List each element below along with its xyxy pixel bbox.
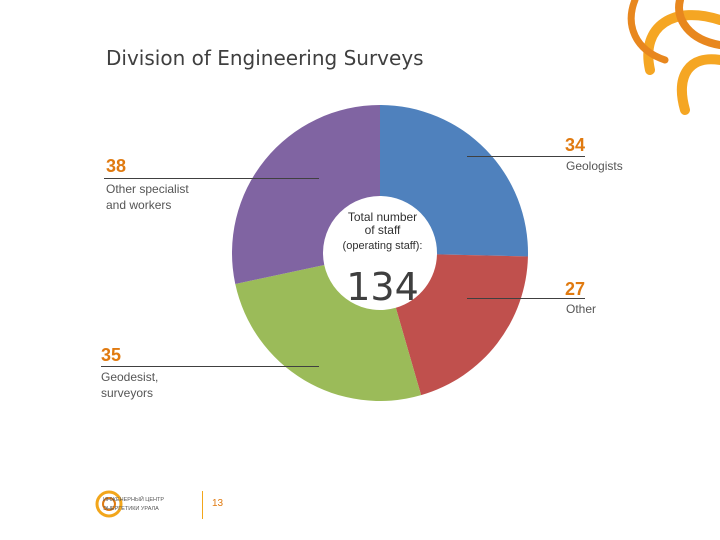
logo-text-line1: ИНЖЕНЕРНЫЙ ЦЕНТР [103, 495, 164, 503]
center-label-line2: of staff [364, 223, 401, 237]
other-label: Other [566, 302, 597, 316]
slide-title: Division of Engineering Surveys [106, 46, 424, 70]
donut-slice-other-specialist-and-workers [232, 105, 380, 284]
center-total-label: Total number of staff (operating staff): [325, 211, 440, 253]
geodesist-leader-line [101, 366, 319, 367]
company-logo: ИНЖЕНЕРНЫЙ ЦЕНТР ЭНЕРГЕТИКИ УРАЛА [95, 490, 164, 518]
brand-swirl-decoration [627, 0, 720, 115]
other-value: 27 [565, 279, 586, 299]
geodesist-label-line1: Geodesist, [101, 370, 159, 384]
geologists-leader-line [467, 156, 585, 157]
donut-slice-geologists [380, 105, 528, 257]
center-label-line3: (operating staff): [342, 240, 423, 252]
center-total-value: 134 [346, 265, 419, 309]
specialist-leader-line [104, 178, 319, 179]
specialist-label-line2: and workers [106, 198, 172, 212]
center-label-line1: Total number [347, 210, 418, 224]
logo-text-line2: ЭНЕРГЕТИКИ УРАЛА [103, 506, 159, 512]
geologists-value: 34 [565, 135, 586, 155]
footer-divider [202, 491, 203, 519]
other-leader-line [467, 298, 585, 299]
specialist-label: Other specialist and workers [106, 181, 189, 213]
page-number: 13 [212, 498, 224, 509]
geodesist-label: Geodesist, surveyors [101, 369, 158, 401]
specialist-label-line1: Other specialist [106, 182, 189, 196]
donut-slice-geodesist-surveyors [235, 264, 422, 401]
geodesist-value: 35 [101, 345, 122, 365]
donut-slice-other [395, 254, 528, 396]
geologists-label: Geologists [566, 159, 623, 173]
specialist-value: 38 [106, 156, 127, 176]
geodesist-label-line2: surveyors [101, 386, 154, 400]
